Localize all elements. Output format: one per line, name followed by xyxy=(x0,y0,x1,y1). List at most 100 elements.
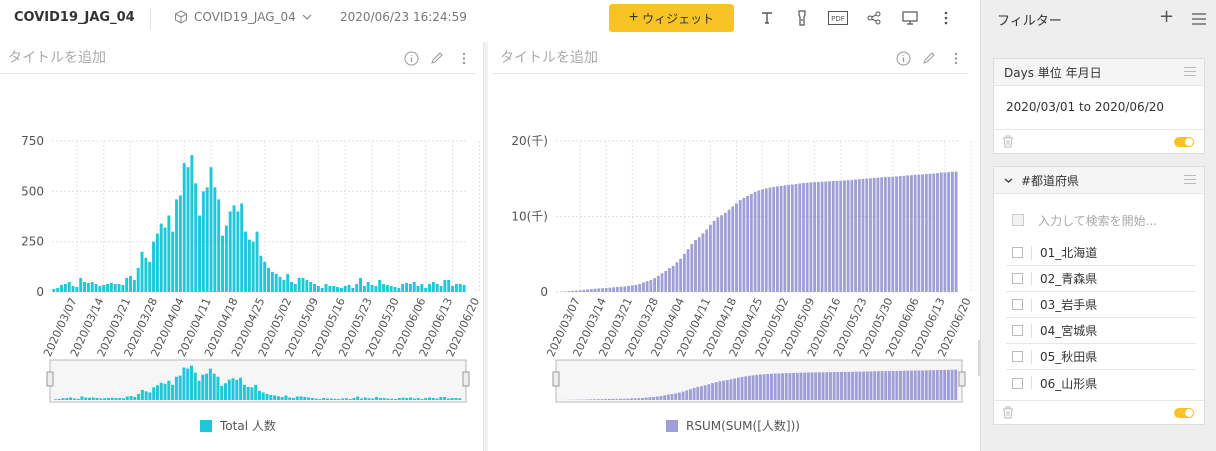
monitor-icon[interactable] xyxy=(901,9,919,27)
navigator-bar xyxy=(924,370,928,400)
select-all-checkbox[interactable] xyxy=(1012,214,1024,226)
navigator-bar xyxy=(76,398,80,400)
prefecture-item[interactable]: 02_青森県 xyxy=(1006,266,1196,292)
drag-handle-icon[interactable] xyxy=(1184,67,1196,77)
bar xyxy=(144,257,148,292)
navigator-bar xyxy=(148,392,152,400)
checkbox[interactable] xyxy=(1012,273,1023,284)
bar xyxy=(723,212,727,292)
navigator-bar xyxy=(69,397,73,400)
bar xyxy=(757,190,761,292)
widget-title[interactable]: タイトルを追加 xyxy=(8,50,106,66)
navigator-bar xyxy=(227,379,231,400)
bar xyxy=(887,176,891,292)
navigator-bar xyxy=(847,371,851,400)
navigator-bar xyxy=(803,372,807,400)
prefecture-item[interactable]: 05_秋田県 xyxy=(1006,344,1196,370)
navigator-bar xyxy=(167,380,171,400)
navigator-bar xyxy=(626,398,630,400)
bar xyxy=(247,239,251,292)
navigator-bar xyxy=(412,398,416,400)
legend-swatch xyxy=(200,419,212,432)
bar xyxy=(843,180,846,292)
checkbox[interactable] xyxy=(1012,247,1023,258)
bar xyxy=(787,184,790,292)
navigator-bar xyxy=(310,397,314,400)
checkbox[interactable] xyxy=(1012,351,1023,362)
right-chart-widget: タイトルを追加 0 10(千) 20(千) 2020/03/07 2020/03/14 2… xyxy=(488,42,978,451)
bar xyxy=(690,244,694,292)
prefecture-search[interactable]: 入力して検索を開始... xyxy=(1006,207,1192,233)
bar xyxy=(936,173,939,292)
bar xyxy=(738,200,742,292)
bar xyxy=(163,227,167,292)
chevron-down-icon[interactable] xyxy=(1004,177,1013,184)
prefecture-item[interactable]: 03_岩手県 xyxy=(1006,292,1196,318)
bar xyxy=(831,181,835,292)
edit-icon[interactable] xyxy=(429,50,445,66)
drag-handle-icon[interactable] xyxy=(1184,175,1196,185)
range-navigator[interactable] xyxy=(46,358,470,404)
checkbox[interactable] xyxy=(1012,325,1023,336)
navigator-bar xyxy=(806,372,810,400)
chart-legend: Total 人数 xyxy=(200,417,276,434)
prefecture-item[interactable]: 04_宮城県 xyxy=(1006,318,1196,344)
text-tool-icon[interactable] xyxy=(758,9,776,27)
checkbox[interactable] xyxy=(1012,377,1023,389)
navigator-bar xyxy=(736,377,740,400)
date-filter-header[interactable]: Days 単位 年月日 xyxy=(994,59,1204,86)
prefecture-filter-header[interactable]: #都道府県 xyxy=(994,167,1204,194)
navigator-bar xyxy=(792,372,796,400)
bar xyxy=(753,191,757,292)
bar xyxy=(656,275,660,292)
navigator-bar xyxy=(928,370,932,400)
navigator-bar xyxy=(718,381,722,400)
share-icon[interactable] xyxy=(865,9,883,27)
bar xyxy=(813,182,817,292)
navigator-bar xyxy=(220,385,224,400)
bar xyxy=(351,287,355,292)
navigator-bar xyxy=(133,396,137,400)
navigator-bar xyxy=(681,391,685,400)
navigator-bar xyxy=(906,370,910,400)
bar xyxy=(913,174,917,292)
navigator-bar xyxy=(280,396,284,400)
more-vertical-icon[interactable] xyxy=(937,9,955,27)
bar xyxy=(571,290,575,292)
filter-toggle[interactable] xyxy=(1174,137,1194,147)
navigator-bar xyxy=(363,397,367,400)
navigator-bar xyxy=(891,370,895,400)
checkbox[interactable] xyxy=(1012,299,1023,310)
filter-toggle[interactable] xyxy=(1174,408,1194,418)
bar xyxy=(563,291,567,292)
date-range-value[interactable]: 2020/03/01 to 2020/06/20 xyxy=(1006,100,1165,114)
prefecture-item[interactable]: 01_北海道 xyxy=(1006,240,1196,266)
menu-icon[interactable] xyxy=(1192,10,1208,25)
more-vertical-icon[interactable] xyxy=(948,50,964,66)
bar xyxy=(947,172,951,292)
add-filter-icon[interactable]: + xyxy=(1159,6,1175,27)
datasource-selector[interactable]: COVID19_JAG_04 xyxy=(174,10,318,24)
info-icon[interactable] xyxy=(403,50,419,66)
trash-icon[interactable] xyxy=(1002,135,1014,148)
edit-icon[interactable] xyxy=(921,50,937,66)
bar xyxy=(393,286,397,292)
more-vertical-icon[interactable] xyxy=(456,50,472,66)
pdf-icon[interactable]: PDF xyxy=(828,9,848,27)
bar xyxy=(686,249,690,292)
bar xyxy=(835,180,839,292)
bar xyxy=(589,289,593,292)
flashlight-icon[interactable] xyxy=(793,9,811,27)
info-icon[interactable] xyxy=(895,50,911,66)
navigator-bar xyxy=(902,370,906,400)
bar xyxy=(902,175,906,292)
bar xyxy=(779,185,783,292)
add-widget-button[interactable]: + ウィジェット xyxy=(609,4,734,32)
widget-title[interactable]: タイトルを追加 xyxy=(500,50,598,66)
bar xyxy=(578,290,582,292)
prefecture-item[interactable]: 06_山形県 xyxy=(1006,370,1196,396)
bar xyxy=(63,283,67,292)
range-navigator[interactable] xyxy=(552,358,966,404)
trash-icon[interactable] xyxy=(1002,406,1014,419)
